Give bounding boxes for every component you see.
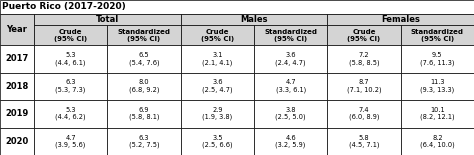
Text: Standardized
(95% CI): Standardized (95% CI)	[264, 29, 317, 42]
Bar	[254, 25, 328, 45]
Bar	[254, 100, 328, 128]
Text: 5.3
(4.4, 6.1): 5.3 (4.4, 6.1)	[55, 52, 86, 66]
Bar	[181, 128, 254, 155]
Bar	[0, 128, 34, 155]
Text: Puerto Rico (2017-2020): Puerto Rico (2017-2020)	[2, 2, 126, 11]
Text: 2020: 2020	[5, 137, 28, 146]
Text: Total: Total	[96, 15, 119, 24]
Bar	[328, 100, 401, 128]
Text: 7.4
(6.0, 8.9): 7.4 (6.0, 8.9)	[349, 107, 379, 120]
Bar	[0, 45, 34, 73]
Bar	[107, 73, 181, 100]
Text: 6.3
(5.2, 7.5): 6.3 (5.2, 7.5)	[128, 135, 159, 148]
Bar	[107, 128, 181, 155]
Text: Standardized
(95% CI): Standardized (95% CI)	[118, 29, 171, 42]
Bar	[34, 73, 107, 100]
Bar	[328, 128, 401, 155]
Text: 2.9
(1.9, 3.8): 2.9 (1.9, 3.8)	[202, 107, 232, 120]
Text: Females: Females	[381, 15, 420, 24]
Bar	[0, 100, 34, 128]
Text: Males: Males	[240, 15, 268, 24]
Bar	[401, 100, 474, 128]
Bar	[107, 25, 181, 45]
Bar	[328, 45, 401, 73]
Bar	[401, 128, 474, 155]
Text: 5.8
(4.5, 7.1): 5.8 (4.5, 7.1)	[349, 135, 379, 148]
Bar	[34, 14, 181, 25]
Bar	[401, 25, 474, 45]
Bar	[181, 100, 254, 128]
Text: 11.3
(9.3, 13.3): 11.3 (9.3, 13.3)	[420, 80, 455, 93]
Bar	[181, 45, 254, 73]
Bar	[254, 128, 328, 155]
Text: 7.2
(5.8, 8.5): 7.2 (5.8, 8.5)	[349, 52, 379, 66]
Text: 8.7
(7.1, 10.2): 8.7 (7.1, 10.2)	[346, 80, 381, 93]
Text: Crude
(95% CI): Crude (95% CI)	[347, 29, 381, 42]
Bar	[107, 45, 181, 73]
Text: Crude
(95% CI): Crude (95% CI)	[201, 29, 234, 42]
Bar	[34, 45, 107, 73]
Text: 6.5
(5.4, 7.6): 6.5 (5.4, 7.6)	[128, 52, 159, 66]
Bar	[0, 0, 474, 14]
Text: Standardized
(95% CI): Standardized (95% CI)	[411, 29, 464, 42]
Text: 4.6
(3.2, 5.9): 4.6 (3.2, 5.9)	[275, 135, 306, 148]
Text: 6.3
(5.3, 7.3): 6.3 (5.3, 7.3)	[55, 80, 86, 93]
Text: 6.9
(5.8, 8.1): 6.9 (5.8, 8.1)	[129, 107, 159, 120]
Text: 2019: 2019	[5, 109, 28, 118]
Bar	[181, 14, 328, 25]
Bar	[34, 25, 107, 45]
Bar	[181, 73, 254, 100]
Text: 8.0
(6.8, 9.2): 8.0 (6.8, 9.2)	[129, 80, 159, 93]
Bar	[181, 25, 254, 45]
Bar	[328, 14, 474, 25]
Bar	[254, 45, 328, 73]
Text: 4.7
(3.3, 6.1): 4.7 (3.3, 6.1)	[275, 80, 306, 93]
Bar	[401, 45, 474, 73]
Text: 3.6
(2.4, 4.7): 3.6 (2.4, 4.7)	[275, 52, 306, 66]
Text: 2017: 2017	[5, 54, 28, 63]
Bar	[107, 100, 181, 128]
Text: 10.1
(8.2, 12.1): 10.1 (8.2, 12.1)	[420, 107, 455, 120]
Text: 3.5
(2.5, 6.6): 3.5 (2.5, 6.6)	[202, 135, 233, 148]
Bar	[328, 25, 401, 45]
Bar	[34, 128, 107, 155]
Bar	[254, 73, 328, 100]
Bar	[328, 73, 401, 100]
Bar	[401, 73, 474, 100]
Text: 3.8
(2.5, 5.0): 3.8 (2.5, 5.0)	[275, 107, 306, 120]
Text: 9.5
(7.6, 11.3): 9.5 (7.6, 11.3)	[420, 52, 455, 66]
Text: 2018: 2018	[5, 82, 28, 91]
Text: 5.3
(4.4, 6.2): 5.3 (4.4, 6.2)	[55, 107, 86, 120]
Text: Crude
(95% CI): Crude (95% CI)	[54, 29, 87, 42]
Bar	[0, 14, 34, 45]
Text: Year: Year	[7, 25, 27, 34]
Text: 4.7
(3.9, 5.6): 4.7 (3.9, 5.6)	[55, 135, 86, 148]
Bar	[34, 100, 107, 128]
Text: 3.6
(2.5, 4.7): 3.6 (2.5, 4.7)	[202, 80, 233, 93]
Text: 8.2
(6.4, 10.0): 8.2 (6.4, 10.0)	[420, 135, 455, 148]
Text: 3.1
(2.1, 4.1): 3.1 (2.1, 4.1)	[202, 52, 233, 66]
Bar	[0, 73, 34, 100]
